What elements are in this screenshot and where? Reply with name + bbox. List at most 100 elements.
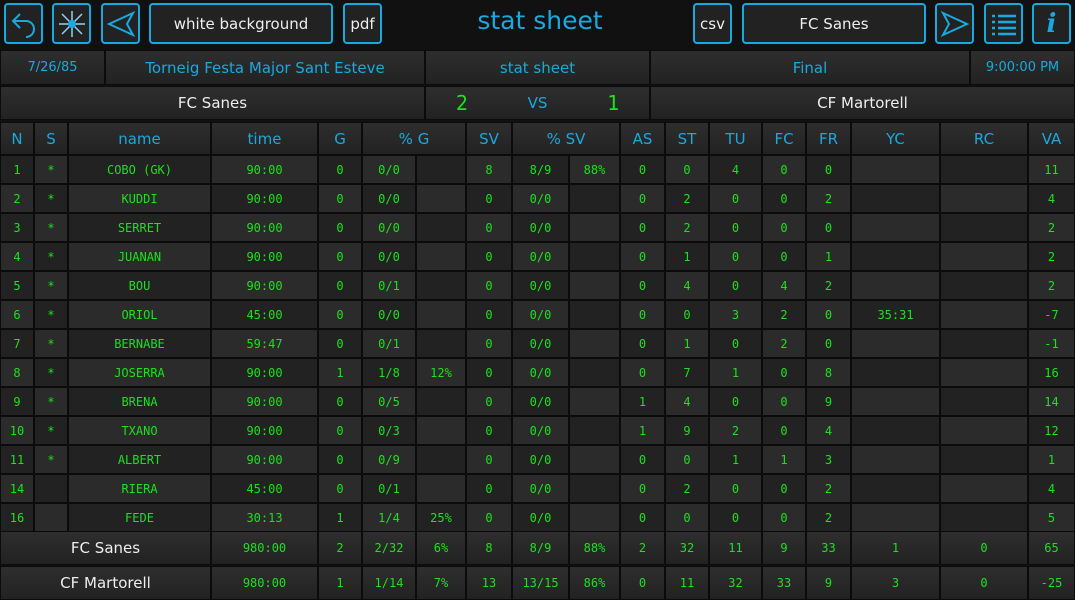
column-header-sv[interactable]: % SV	[512, 122, 620, 155]
player-cell	[416, 242, 466, 271]
pdf-button[interactable]: pdf	[343, 3, 382, 44]
tournament-name: Torneig Festa Major Sant Esteve	[105, 50, 425, 85]
player-cell	[851, 474, 940, 503]
player-cell: -1	[1028, 329, 1075, 358]
player-cell	[851, 242, 940, 271]
column-header-n[interactable]: N	[0, 122, 34, 155]
player-cell: 0	[620, 329, 665, 358]
totals-cell: 8	[466, 531, 512, 565]
player-cell: 0/0	[512, 358, 569, 387]
player-cell: 0	[709, 184, 762, 213]
player-cell: 35:31	[851, 300, 940, 329]
player-cell	[940, 271, 1028, 300]
player-cell: 90:00	[211, 271, 318, 300]
player-cell: *	[34, 416, 68, 445]
player-cell	[416, 184, 466, 213]
player-cell: 1/8	[362, 358, 416, 387]
team-select[interactable]: FC Sanes	[742, 3, 926, 44]
player-cell	[851, 445, 940, 474]
column-header-fc[interactable]: FC	[762, 122, 806, 155]
column-header-va[interactable]: VA	[1028, 122, 1075, 155]
player-cell: 0	[466, 387, 512, 416]
player-cell: 2	[1028, 213, 1075, 242]
player-cell	[416, 155, 466, 184]
previous-button[interactable]	[101, 3, 140, 44]
player-cell: 0	[318, 213, 362, 242]
player-cell: 90:00	[211, 155, 318, 184]
csv-button[interactable]: csv	[693, 3, 732, 44]
player-cell: 11	[1028, 155, 1075, 184]
column-header-yc[interactable]: YC	[851, 122, 940, 155]
column-header-s[interactable]: S	[34, 122, 68, 155]
player-cell: 90:00	[211, 242, 318, 271]
player-cell	[851, 271, 940, 300]
player-cell: 8	[466, 155, 512, 184]
column-header-st[interactable]: ST	[665, 122, 709, 155]
player-cell: 4	[0, 242, 34, 271]
player-cell	[34, 503, 68, 532]
player-cell: 0	[620, 474, 665, 503]
player-cell: ORIOL	[68, 300, 211, 329]
player-cell: 0/9	[362, 445, 416, 474]
player-cell: 12	[1028, 416, 1075, 445]
player-cell: 0/0	[362, 300, 416, 329]
back-button[interactable]	[4, 3, 43, 44]
column-header-rc[interactable]: RC	[940, 122, 1028, 155]
player-cell: 0	[620, 445, 665, 474]
player-cell	[569, 329, 620, 358]
network-button[interactable]	[52, 3, 91, 44]
totals-cell: 2/32	[362, 531, 416, 565]
sheet-label: stat sheet	[425, 50, 650, 85]
player-cell: 0	[620, 503, 665, 532]
totals-cell: 32	[709, 566, 762, 600]
totals-cell: 11	[665, 566, 709, 600]
player-cell: 2	[665, 184, 709, 213]
totals-cell: 0	[940, 531, 1028, 565]
player-cell: 0	[709, 271, 762, 300]
player-cell: 0/0	[512, 300, 569, 329]
column-header-name[interactable]: name	[68, 122, 211, 155]
player-cell: TXANO	[68, 416, 211, 445]
info-button[interactable]: i	[1032, 3, 1071, 44]
player-cell: *	[34, 213, 68, 242]
player-cell: 0	[709, 474, 762, 503]
player-cell: 0/0	[512, 474, 569, 503]
totals-cell: 980:00	[211, 566, 318, 600]
player-cell: 14	[1028, 387, 1075, 416]
player-cell: 0/1	[362, 474, 416, 503]
player-cell	[569, 242, 620, 271]
away-team: CF Martorell	[650, 86, 1075, 120]
player-cell: 0	[709, 213, 762, 242]
white-background-button[interactable]: white background	[149, 3, 333, 44]
totals-team-name: CF Martorell	[0, 566, 211, 600]
player-cell: 0	[762, 416, 806, 445]
player-cell: 4	[665, 271, 709, 300]
list-button[interactable]	[984, 3, 1023, 44]
totals-cell: 6%	[416, 531, 466, 565]
column-header-as[interactable]: AS	[620, 122, 665, 155]
player-cell	[940, 329, 1028, 358]
totals-cell: 1	[318, 566, 362, 600]
player-cell: 10	[0, 416, 34, 445]
next-button[interactable]	[935, 3, 974, 44]
column-header-tu[interactable]: TU	[709, 122, 762, 155]
player-cell: 1	[620, 387, 665, 416]
column-header-sv[interactable]: SV	[466, 122, 512, 155]
player-cell: 0	[709, 329, 762, 358]
player-cell: 0/1	[362, 271, 416, 300]
column-header-g[interactable]: G	[318, 122, 362, 155]
match-status: Final	[650, 50, 970, 85]
column-header-fr[interactable]: FR	[806, 122, 851, 155]
player-cell: 0	[806, 329, 851, 358]
player-cell: 1	[665, 242, 709, 271]
column-header-time[interactable]: time	[211, 122, 318, 155]
column-header-g[interactable]: % G	[362, 122, 466, 155]
home-team: FC Sanes	[0, 86, 425, 120]
player-cell: 2	[806, 503, 851, 532]
player-cell: KUDDI	[68, 184, 211, 213]
player-cell: 0/0	[512, 445, 569, 474]
player-cell: 9	[0, 387, 34, 416]
player-cell	[569, 416, 620, 445]
player-cell	[569, 503, 620, 532]
player-cell	[940, 416, 1028, 445]
